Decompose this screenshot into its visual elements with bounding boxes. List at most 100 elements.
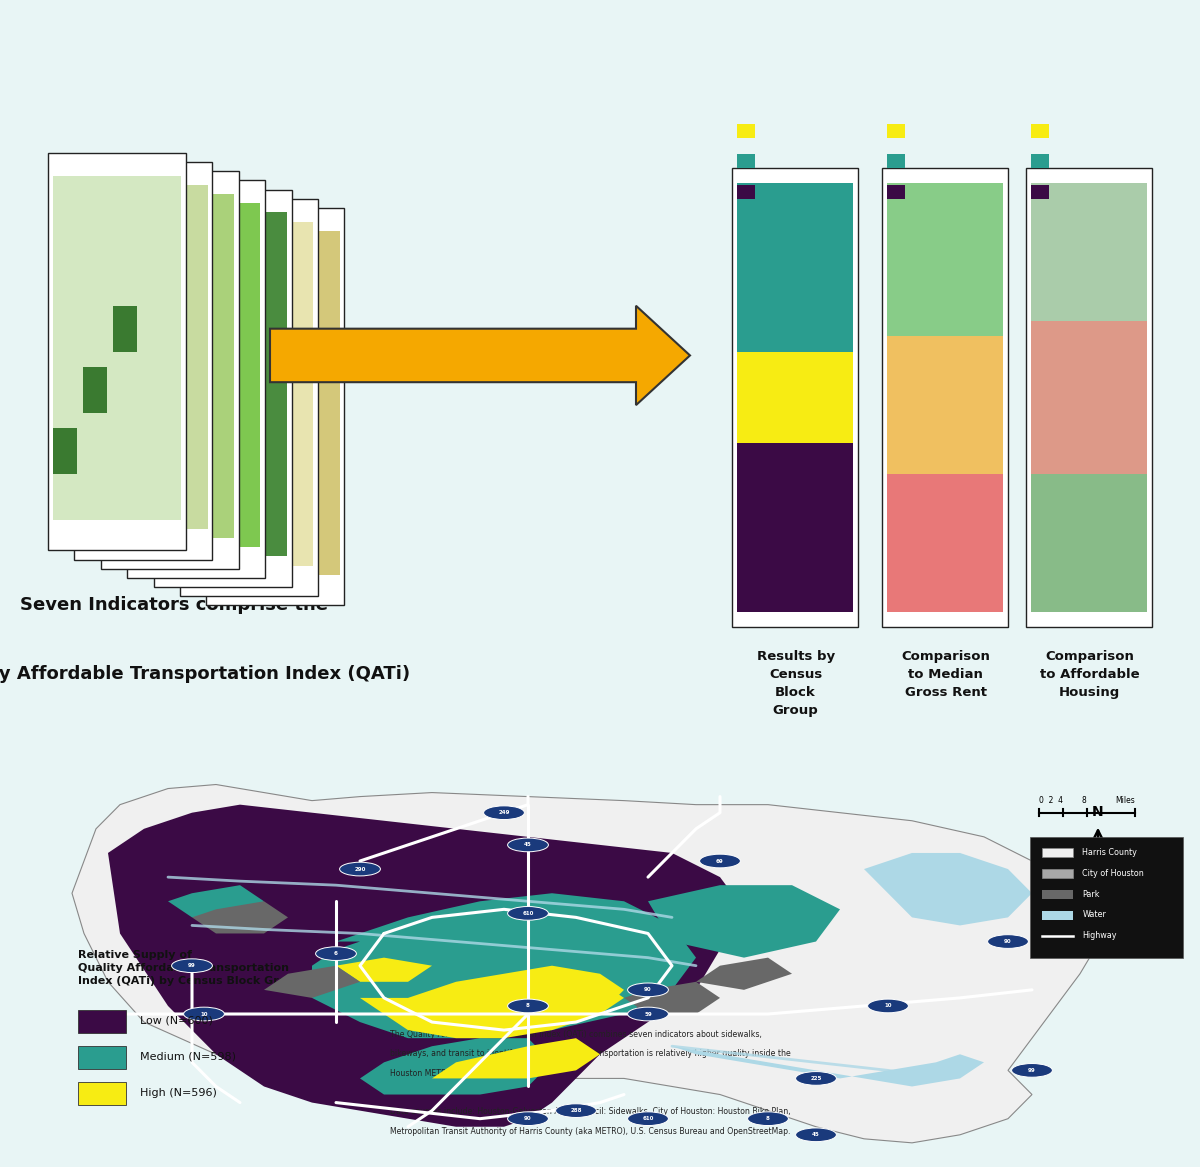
Polygon shape bbox=[360, 1039, 552, 1095]
Circle shape bbox=[868, 999, 908, 1013]
Text: 8: 8 bbox=[526, 1004, 530, 1008]
FancyBboxPatch shape bbox=[211, 231, 340, 575]
Circle shape bbox=[316, 946, 356, 960]
Bar bbox=[737, 186, 755, 198]
Text: Seven Indicators comprise the: Seven Indicators comprise the bbox=[20, 596, 328, 614]
Bar bbox=[1042, 848, 1073, 857]
Bar bbox=[737, 124, 755, 138]
FancyBboxPatch shape bbox=[154, 189, 292, 587]
FancyBboxPatch shape bbox=[101, 172, 239, 568]
Text: Houston METRO service area.: Houston METRO service area. bbox=[390, 1069, 505, 1078]
Text: bikeways, and transit to identify where affordable transportation is relatively : bikeways, and transit to identify where … bbox=[390, 1049, 791, 1058]
Polygon shape bbox=[864, 853, 1032, 925]
FancyBboxPatch shape bbox=[185, 222, 313, 566]
FancyBboxPatch shape bbox=[882, 168, 1008, 627]
Polygon shape bbox=[312, 893, 696, 1039]
Bar bbox=[1031, 124, 1049, 138]
Circle shape bbox=[184, 1007, 224, 1021]
FancyArrow shape bbox=[270, 306, 690, 405]
Polygon shape bbox=[336, 958, 432, 981]
Text: 610: 610 bbox=[642, 1116, 654, 1121]
Text: 69: 69 bbox=[716, 859, 724, 864]
Bar bbox=[1042, 911, 1073, 920]
Polygon shape bbox=[696, 958, 792, 990]
Text: 10: 10 bbox=[200, 1012, 208, 1016]
Circle shape bbox=[340, 862, 380, 876]
Polygon shape bbox=[192, 901, 288, 934]
FancyBboxPatch shape bbox=[106, 194, 234, 538]
Circle shape bbox=[628, 983, 668, 997]
Bar bbox=[1031, 186, 1049, 198]
Bar bbox=[1042, 869, 1073, 878]
Text: Comparison
to Median
Gross Rent: Comparison to Median Gross Rent bbox=[901, 650, 990, 699]
Bar bbox=[113, 306, 137, 351]
Text: Quality Affordable Transportation Index (QATi): Quality Affordable Transportation Index … bbox=[0, 665, 410, 683]
Text: Results by
Census
Block
Group: Results by Census Block Group bbox=[756, 650, 835, 717]
Bar bbox=[109, 376, 133, 422]
Bar bbox=[83, 366, 107, 413]
Text: 99: 99 bbox=[188, 963, 196, 969]
Polygon shape bbox=[648, 885, 840, 958]
Bar bbox=[136, 385, 160, 431]
Text: 10: 10 bbox=[884, 1004, 892, 1008]
Text: 99: 99 bbox=[1028, 1068, 1036, 1072]
Bar bbox=[1031, 154, 1049, 168]
Text: 8: 8 bbox=[766, 1116, 770, 1121]
Bar bbox=[887, 474, 1003, 612]
Circle shape bbox=[508, 1112, 548, 1125]
Polygon shape bbox=[360, 966, 624, 1039]
Text: 249: 249 bbox=[498, 810, 510, 816]
Text: 290: 290 bbox=[354, 867, 366, 872]
Text: 288: 288 bbox=[570, 1109, 582, 1113]
Text: High (N=596): High (N=596) bbox=[140, 1088, 217, 1097]
Circle shape bbox=[628, 1007, 668, 1021]
FancyBboxPatch shape bbox=[48, 153, 186, 551]
Bar bbox=[1031, 474, 1147, 612]
Bar bbox=[887, 124, 905, 138]
Bar bbox=[78, 1009, 126, 1033]
Polygon shape bbox=[432, 1039, 600, 1078]
Circle shape bbox=[628, 1112, 668, 1125]
Circle shape bbox=[508, 907, 548, 921]
FancyBboxPatch shape bbox=[53, 176, 181, 519]
Polygon shape bbox=[672, 1046, 984, 1086]
Circle shape bbox=[508, 838, 548, 852]
FancyBboxPatch shape bbox=[732, 168, 858, 627]
Bar bbox=[737, 183, 853, 351]
Bar bbox=[139, 315, 163, 361]
Bar bbox=[78, 1082, 126, 1105]
Bar bbox=[887, 336, 1003, 474]
Text: City of Houston: City of Houston bbox=[1082, 868, 1144, 878]
Bar bbox=[887, 183, 1003, 336]
Bar bbox=[106, 447, 130, 492]
Bar bbox=[53, 428, 77, 474]
Bar bbox=[887, 186, 905, 198]
Circle shape bbox=[484, 806, 524, 819]
FancyBboxPatch shape bbox=[79, 186, 208, 529]
Text: Water: Water bbox=[1082, 910, 1106, 920]
Text: 90: 90 bbox=[524, 1116, 532, 1121]
Polygon shape bbox=[264, 966, 360, 998]
Text: 45: 45 bbox=[812, 1132, 820, 1138]
FancyBboxPatch shape bbox=[206, 208, 344, 606]
Bar bbox=[78, 1046, 126, 1069]
Bar bbox=[79, 438, 103, 483]
Text: 59: 59 bbox=[644, 1012, 652, 1016]
FancyBboxPatch shape bbox=[1030, 837, 1183, 958]
FancyBboxPatch shape bbox=[74, 162, 212, 559]
Text: 225: 225 bbox=[810, 1076, 822, 1081]
Circle shape bbox=[508, 999, 548, 1013]
Text: Comparison
to Affordable
Housing: Comparison to Affordable Housing bbox=[1039, 650, 1140, 699]
Circle shape bbox=[796, 1128, 836, 1141]
Text: 90: 90 bbox=[644, 987, 652, 992]
Text: Metropolitan Transit Authority of Harris County (aka METRO), U.S. Census Bureau : Metropolitan Transit Authority of Harris… bbox=[390, 1127, 791, 1135]
Text: The Quality Affordable Transportation Index (QATi) combines seven indicators abo: The Quality Affordable Transportation In… bbox=[390, 1030, 762, 1039]
Text: N: N bbox=[1092, 805, 1104, 819]
FancyBboxPatch shape bbox=[180, 198, 318, 596]
Text: Low (N=600): Low (N=600) bbox=[140, 1015, 214, 1025]
FancyBboxPatch shape bbox=[158, 212, 287, 557]
Circle shape bbox=[748, 1112, 788, 1125]
Circle shape bbox=[988, 935, 1028, 949]
Text: 90: 90 bbox=[1004, 939, 1012, 944]
Bar bbox=[887, 154, 905, 168]
